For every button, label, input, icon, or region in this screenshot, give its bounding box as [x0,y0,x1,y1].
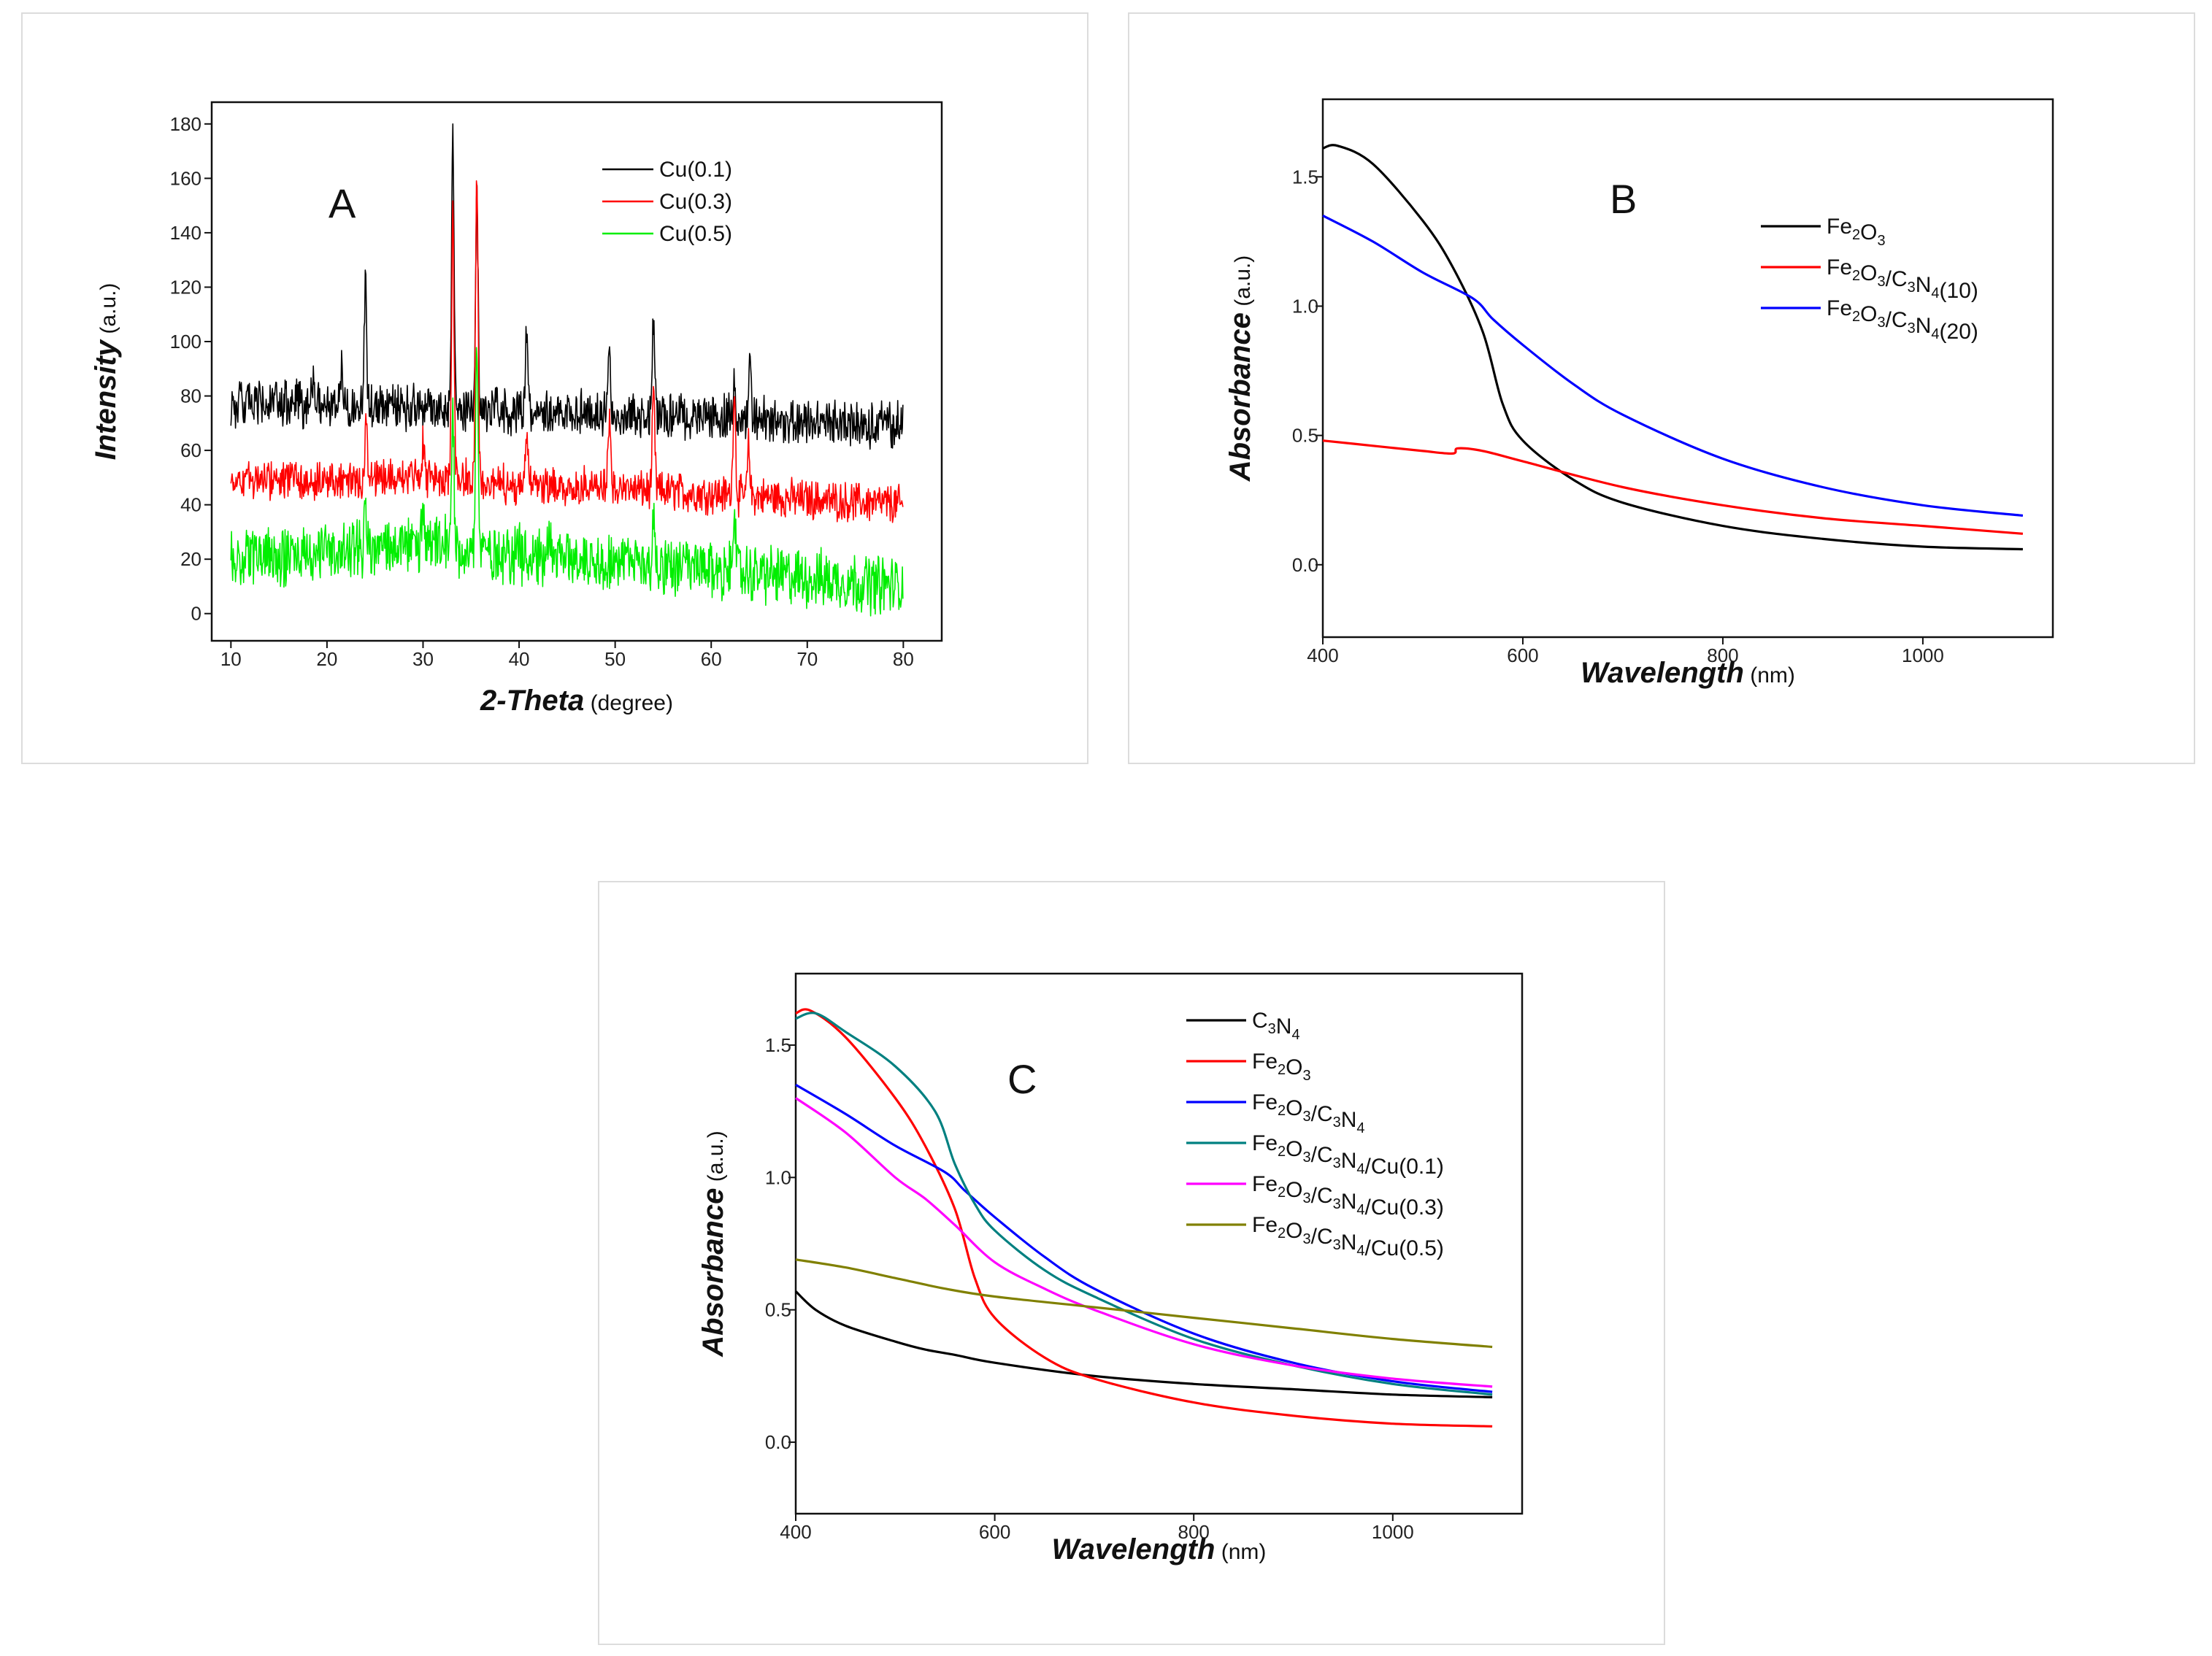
x-tick-label: 1000 [1372,1521,1414,1543]
panel-label: A [329,180,356,226]
y-axis-label: Absorbance (a.u.) [1224,255,1256,482]
series-line [795,1258,1493,1349]
x-axis-label: Wavelength (nm) [1581,657,1795,689]
y-tick-label: 0.0 [1292,554,1318,576]
y-tick-label: 80 [180,385,201,407]
series-cu-0-1- [230,123,904,450]
panel-b-frame [1128,12,2195,764]
legend-label: Fe2O3 [1252,1050,1311,1084]
legend-label: Fe2O3/C3N4/Cu(0.1) [1252,1131,1444,1179]
y-tick-label: 1.0 [1292,295,1318,317]
legend-label: Cu(0.5) [659,222,732,246]
y-tick-label: 0.5 [765,1299,791,1321]
y-tick-label: 1.5 [1292,166,1318,188]
x-tick-label: 600 [1507,644,1538,666]
y-tick-label: 1.5 [765,1034,791,1056]
plot-frame [794,972,1524,1515]
legend-label: Fe2O3/C3N4/Cu(0.5) [1252,1213,1444,1260]
y-tick-label: 1.0 [765,1166,791,1188]
legend-label: Cu(0.1) [659,158,732,182]
plot-frame [210,101,943,642]
series-line [1322,144,2023,551]
series-line [794,1290,1493,1398]
x-tick-label: 40 [509,648,530,670]
y-tick-label: 20 [180,548,201,570]
y-tick-label: 0.0 [765,1431,791,1453]
legend-label: Cu(0.3) [659,190,732,214]
chart-a: 10 20 30 40 50 60 70 80 0 20 40 60 80 100 120 140 160 180… [90,101,943,717]
legend-label: Fe2O3/C3N4/Cu(0.3) [1252,1172,1444,1220]
y-tick-label: 40 [180,494,201,516]
x-tick-label: 400 [780,1521,811,1543]
panel-label: C [1007,1056,1037,1102]
legend-label: Fe2O3/C3N4(20) [1827,296,1978,344]
y-tick-label: 0 [191,603,201,625]
y-tick-label: 120 [170,276,201,298]
series-line [1322,439,2024,535]
x-tick-label: 400 [1307,644,1338,666]
x-tick-label: 600 [979,1521,1010,1543]
x-tick-label: 800 [1707,644,1738,666]
x-tick-label: 10 [220,648,242,670]
y-tick-label: 0.5 [1292,425,1318,447]
x-axis-label: Wavelength (nm) [1052,1533,1267,1566]
legend-label: C3N4 [1252,1009,1300,1043]
series-line [1322,214,2024,517]
legend-label: Fe2O3/C3N4 [1252,1090,1365,1136]
x-tick-label: 20 [316,648,337,670]
x-tick-label: 80 [893,648,914,670]
x-tick-label: 60 [701,648,722,670]
legend-label: Fe2O3/C3N4(10) [1827,255,1978,303]
chart-b: 400 600 800 1000 0.0 0.5 1.0 1.5 Wavelength (nm)… [1224,98,2054,689]
chart-c: 400 600 800 1000 0.0 0.5 1.0 1.5 Wavelength (nm)… [697,972,1524,1566]
series-cu-0-3- [230,180,904,523]
x-tick-label: 50 [604,648,626,670]
series-cu-0-5- [230,347,904,617]
y-tick-label: 140 [170,222,201,244]
panel-c-frame [598,881,1665,1645]
x-tick-label: 30 [412,648,434,670]
y-tick-label: 180 [170,113,201,135]
y-tick-label: 160 [170,167,201,189]
y-axis-label: Absorbance (a.u.) [697,1131,729,1357]
plot-frame [1321,98,2054,639]
x-tick-label: 800 [1178,1521,1210,1543]
panel-label: B [1610,176,1637,222]
panel-a-frame [21,12,1088,764]
y-tick-label: 60 [180,439,201,461]
y-tick-label: 100 [170,331,201,353]
x-axis-label: 2-Theta (degree) [480,685,673,717]
series-line [795,1008,1493,1428]
x-tick-label: 1000 [1902,644,1944,666]
y-axis-label: Intensity (a.u.) [90,283,122,461]
series-line [795,1097,1493,1388]
legend-label: Fe2O3 [1827,215,1886,249]
x-tick-label: 70 [796,648,818,670]
